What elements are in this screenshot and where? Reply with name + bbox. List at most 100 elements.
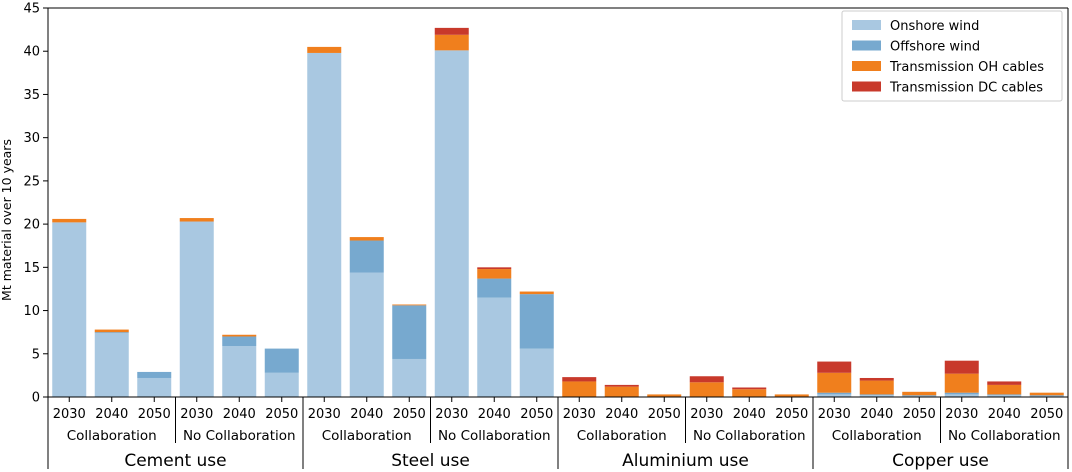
bar-segment: [137, 377, 172, 397]
x-tick-label: 2030: [563, 407, 596, 422]
material-label: Copper use: [892, 451, 989, 471]
legend-label: Offshore wind: [890, 40, 980, 55]
x-tick-label: 2050: [648, 407, 681, 422]
legend-swatch: [852, 20, 881, 30]
x-tick-label: 2050: [138, 407, 171, 422]
bar-segment: [944, 373, 979, 393]
bar-segment: [944, 392, 979, 395]
x-tick-label: 2030: [818, 407, 851, 422]
x-tick-label: 2050: [903, 407, 936, 422]
bar-segment: [137, 371, 172, 378]
y-tick-label: 0: [32, 391, 40, 406]
bar-segment: [222, 334, 257, 337]
bar-segment: [94, 332, 129, 334]
bar-segment: [94, 333, 129, 397]
bar-segment: [817, 394, 852, 397]
bar-segment: [349, 240, 384, 273]
bar-segment: [519, 348, 554, 397]
x-tick-label: 2050: [775, 407, 808, 422]
bar-segment: [944, 360, 979, 374]
x-tick-label: 2030: [690, 407, 723, 422]
bar-segment: [477, 297, 512, 397]
bar-segment: [987, 384, 1022, 395]
bar-segment: [179, 221, 214, 397]
bar-segment: [519, 291, 554, 295]
y-tick-label: 15: [23, 261, 40, 276]
bar-segment: [264, 348, 299, 373]
bar-segment: [434, 34, 469, 51]
bar-segment: [52, 222, 87, 397]
bar-segment: [434, 50, 469, 398]
bar-segment: [987, 381, 1022, 385]
x-tick-label: 2050: [1030, 407, 1063, 422]
bar-segment: [477, 278, 512, 298]
y-tick-label: 10: [23, 304, 40, 319]
scenario-label: No Collaboration: [948, 428, 1061, 444]
y-tick-label: 30: [23, 131, 40, 146]
legend-label: Transmission DC cables: [889, 81, 1043, 96]
bar-segment: [1029, 395, 1064, 397]
legend-label: Transmission OH cables: [889, 60, 1044, 75]
x-tick-label: 2050: [265, 407, 298, 422]
bars-layer: [52, 27, 1064, 398]
x-tick-label: 2040: [860, 407, 893, 422]
axes-layer: 0 5 10 15 20 25 30 35 40 45: [23, 2, 1069, 469]
bar-segment: [222, 346, 257, 397]
bar-segment: [52, 218, 87, 223]
bar-segment: [307, 52, 342, 397]
scenario-label: No Collaboration: [438, 428, 551, 444]
legend-swatch: [852, 61, 881, 71]
x-tick-label: 2030: [180, 407, 213, 422]
bar-segment: [647, 394, 682, 397]
x-tick-label: 2030: [945, 407, 978, 422]
x-tick-label: 2040: [733, 407, 766, 422]
material-label: Aluminium use: [622, 451, 749, 471]
bar-segment: [604, 386, 639, 397]
bar-segment: [392, 305, 427, 359]
scenario-label: No Collaboration: [183, 428, 296, 444]
scenario-label: Collaboration: [67, 428, 157, 444]
bar-segment: [307, 46, 342, 53]
bar-segment: [179, 218, 214, 222]
bar-segment: [349, 237, 384, 241]
y-tick-label: 45: [23, 2, 40, 17]
bar-segment: [817, 361, 852, 373]
material-label: Cement use: [124, 451, 226, 471]
bar-segment: [732, 387, 767, 390]
x-tick-label: 2040: [350, 407, 383, 422]
bar-segment: [944, 394, 979, 397]
bar-segment: [562, 377, 597, 382]
x-tick-label: 2040: [988, 407, 1021, 422]
x-tick-label: 2030: [308, 407, 341, 422]
x-tick-label: 2050: [520, 407, 553, 422]
bar-segment: [222, 336, 257, 346]
bar-segment: [732, 389, 767, 397]
scenario-label: No Collaboration: [693, 428, 806, 444]
y-tick-label: 20: [23, 218, 40, 233]
bar-segment: [434, 27, 469, 35]
x-tick-label: 2030: [435, 407, 468, 422]
legend-box: [841, 10, 1063, 102]
x-labels-layer: 2030 2040 2050 2030 2040 2050 2030 2040 2050 2030…: [53, 407, 1064, 471]
legend-label: Onshore wind: [890, 19, 979, 34]
material-label: Steel use: [391, 451, 470, 471]
legend-swatch: [852, 40, 881, 51]
x-tick-label: 2050: [393, 407, 426, 422]
bar-segment: [562, 381, 597, 397]
x-tick-label: 2030: [53, 407, 86, 422]
bar-segment: [817, 392, 852, 395]
bar-segment: [392, 304, 427, 306]
bar-segment: [774, 394, 809, 397]
bar-segment: [859, 395, 894, 397]
y-tick-label: 25: [23, 174, 40, 189]
x-tick-label: 2040: [223, 407, 256, 422]
bar-segment: [94, 329, 129, 333]
bar-segment: [477, 267, 512, 270]
scenario-label: Collaboration: [577, 428, 667, 444]
bar-segment: [519, 294, 554, 349]
bar-segment: [392, 358, 427, 397]
bar-segment: [604, 384, 639, 387]
y-tick-label: 5: [32, 347, 40, 362]
bar-segment: [349, 272, 384, 397]
